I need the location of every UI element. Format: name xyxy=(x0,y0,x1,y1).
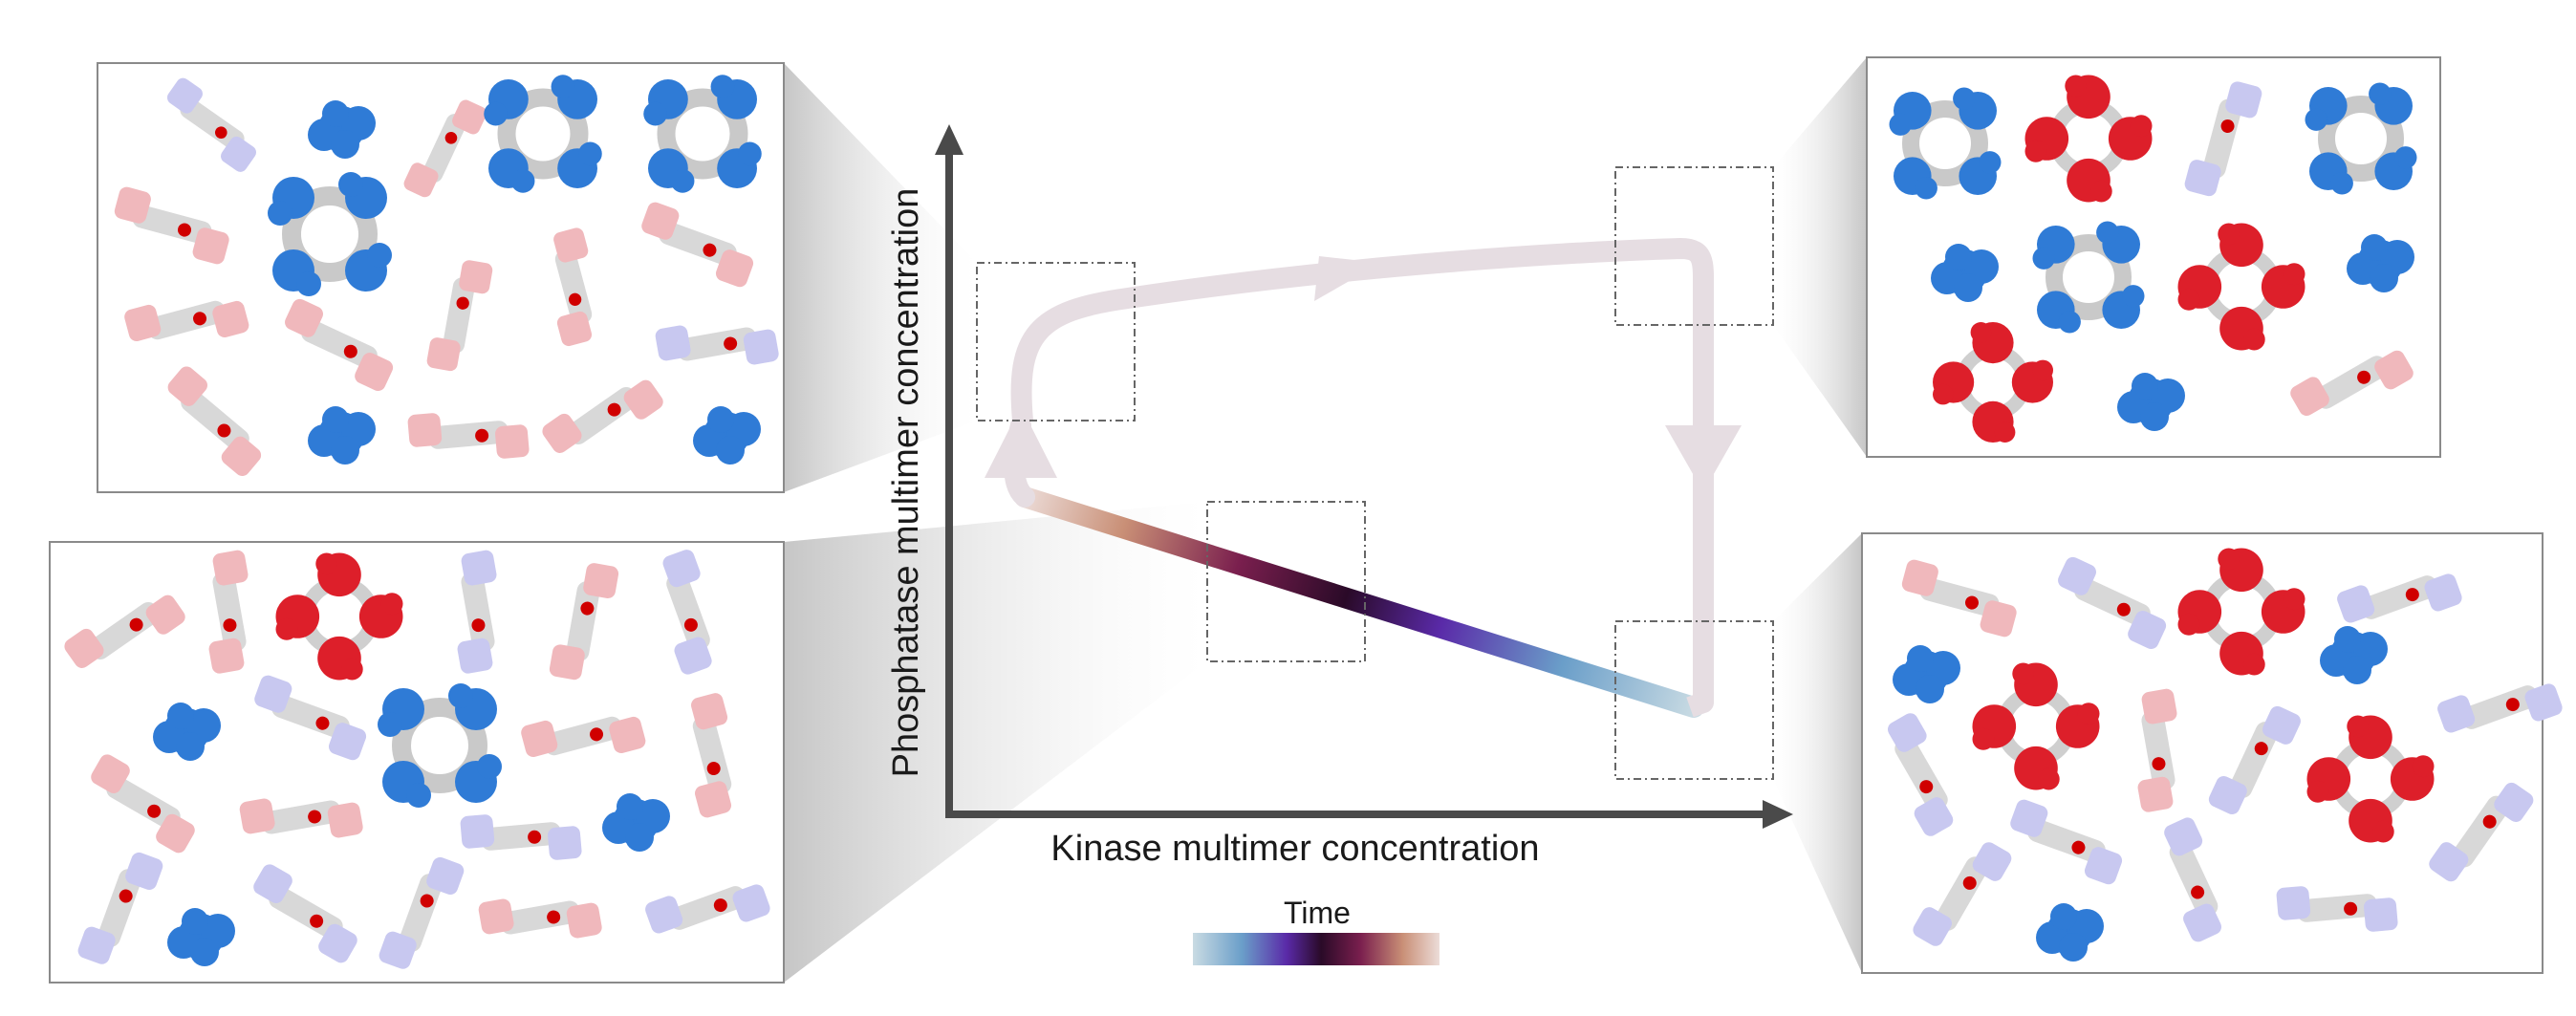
zoom-cone-top-left xyxy=(784,63,977,492)
trajectory xyxy=(985,238,1742,718)
zoom-region-top-left xyxy=(976,262,1136,422)
zoom-cone-bottom-right xyxy=(1773,533,1862,973)
panel-top-right-snapshot xyxy=(1866,56,2441,458)
phosphatase-ring xyxy=(1890,88,2002,200)
y-axis-arrow-icon xyxy=(935,124,963,155)
zoom-cone-top-right xyxy=(1773,57,1867,457)
phosphatase-ring xyxy=(378,683,502,808)
panel-bottom-left-snapshot xyxy=(49,541,785,984)
time-legend: Time xyxy=(1193,896,1440,965)
zoom-region-top-right xyxy=(1614,166,1774,326)
zoom-region-bottom-left xyxy=(1206,501,1366,662)
phosphatase-ring xyxy=(643,75,762,193)
phosphatase-ring xyxy=(268,172,392,296)
axes: Kinase multimer concentration Phosphatas… xyxy=(886,124,1793,869)
time-colorbar xyxy=(1193,933,1440,965)
phosphatase-ring xyxy=(484,75,602,193)
phosphatase-ring xyxy=(2033,222,2145,334)
phosphatase-ring xyxy=(2305,83,2417,195)
zoom-cone-bottom-left xyxy=(784,502,1207,983)
y-axis-label: Phosphatase multimer concentration xyxy=(886,188,926,778)
zoom-region-bottom-right xyxy=(1614,620,1774,780)
x-axis-label: Kinase multimer concentration xyxy=(1050,829,1539,869)
panel-top-left-snapshot xyxy=(97,62,785,493)
trajectory-arrow-up-icon xyxy=(985,406,1057,478)
trajectory-arrow-down-icon xyxy=(1665,425,1742,492)
trajectory-arrow-right-icon xyxy=(1314,256,1381,301)
x-axis-arrow-icon xyxy=(1763,800,1793,829)
time-legend-title: Time xyxy=(1284,896,1351,930)
trajectory-colored-segment xyxy=(1014,486,1704,718)
panel-bottom-right-snapshot xyxy=(1861,532,2565,974)
